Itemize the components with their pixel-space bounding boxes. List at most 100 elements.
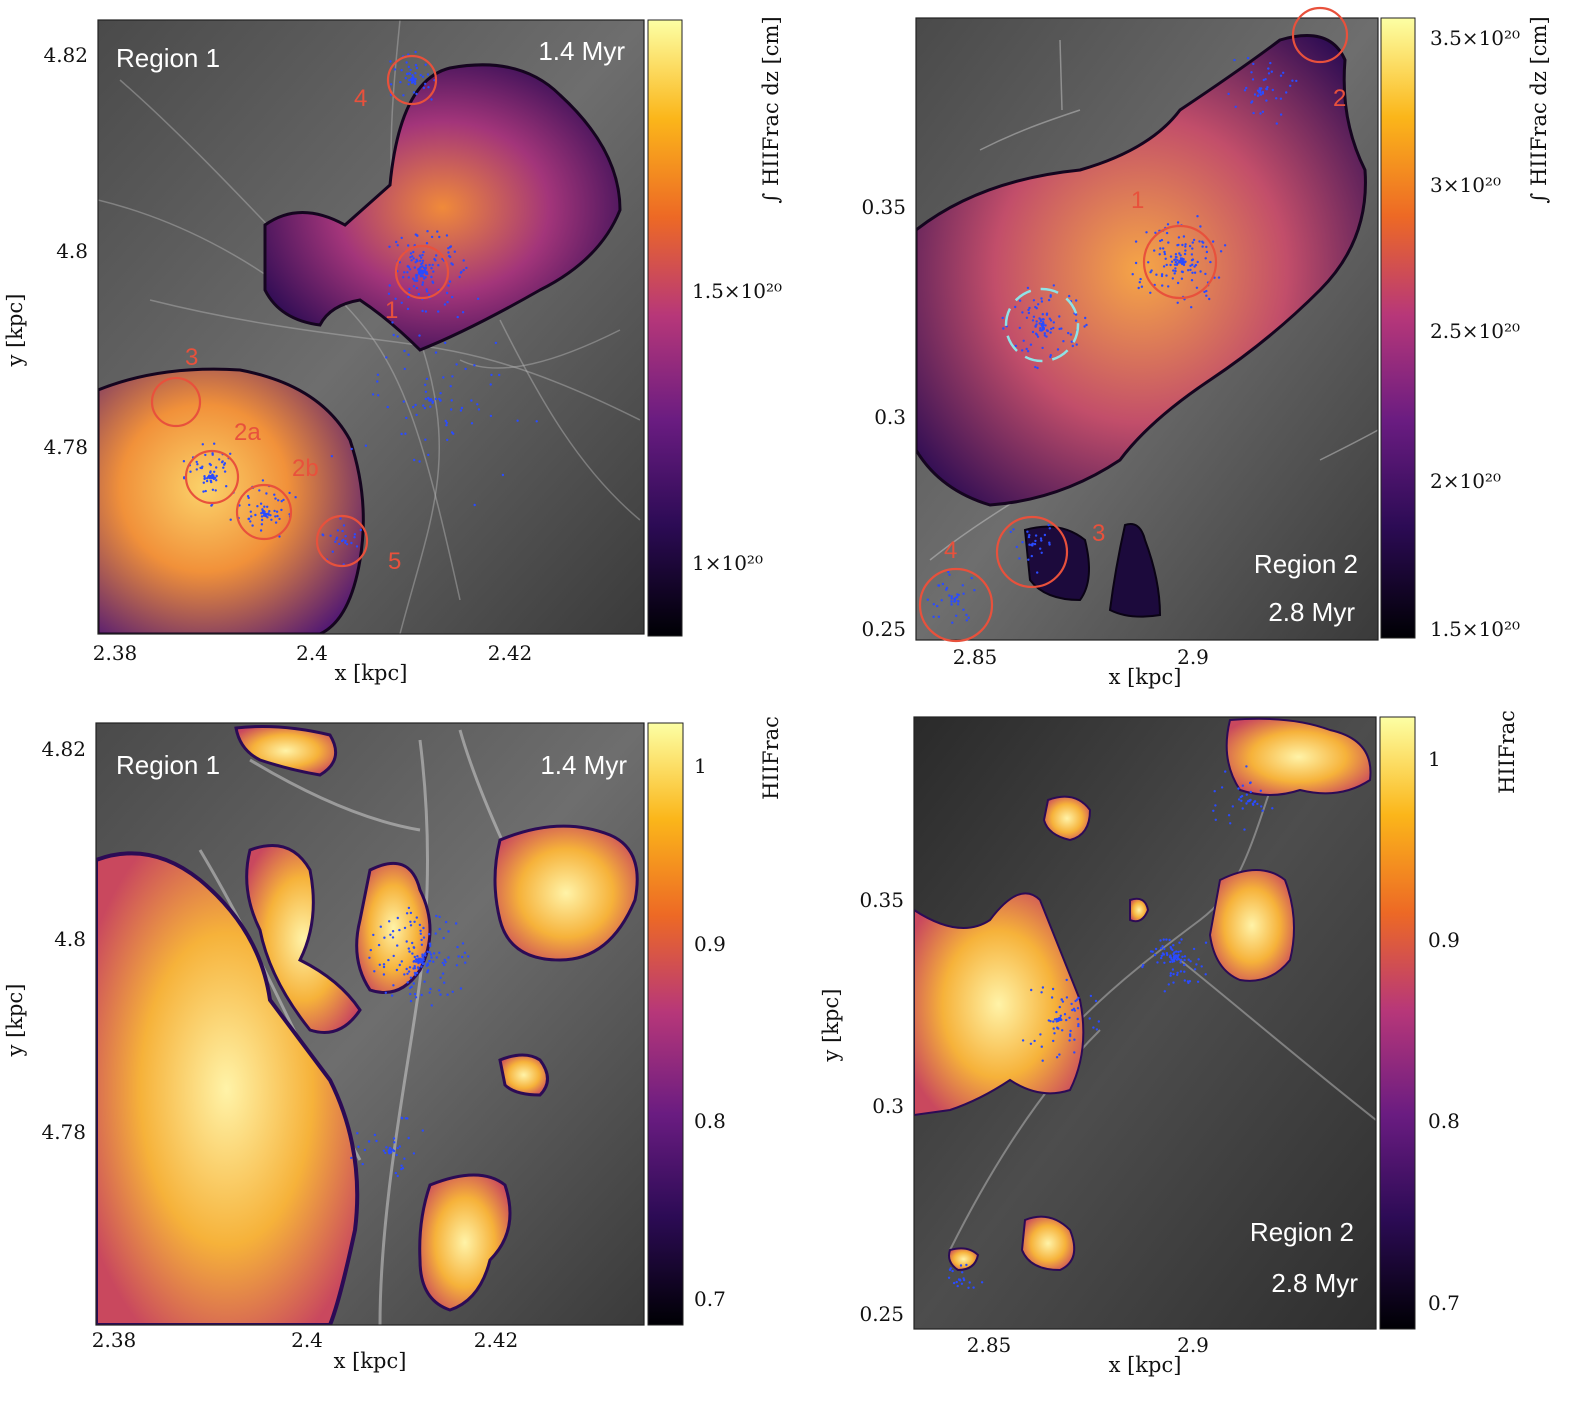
star-particle [1053,1018,1057,1021]
star-particle [1275,122,1279,125]
star-particle [1021,1039,1025,1042]
star-particle [535,420,538,423]
star-particle [409,992,412,996]
star-particle [382,963,386,966]
star-particle [415,92,418,96]
star-particle [377,943,381,947]
star-particle [1026,286,1030,290]
star-particle [1056,1026,1059,1029]
star-particle [1134,240,1138,243]
star-particle [229,452,232,455]
star-particle [967,1286,970,1290]
star-particle [451,295,454,299]
star-particle [428,951,431,954]
star-particle [1161,945,1164,948]
star-particle [1057,1019,1060,1022]
star-particle [1240,799,1243,802]
star-particle [364,444,368,447]
star-particle [1041,986,1045,989]
star-particle [412,982,415,985]
star-particle [411,941,414,945]
star-particle [387,292,391,295]
star-particle [201,443,204,446]
star-particle [456,315,459,319]
star-particle [402,94,405,97]
star-particle [1034,365,1037,369]
star-particle [461,942,465,945]
star-particle [1246,800,1250,803]
star-particle [403,926,407,930]
star-particle [413,959,416,963]
star-particle [1189,268,1192,272]
star-particle [396,944,399,947]
star-particle [451,990,454,993]
star-particle [1191,247,1194,250]
star-particle [412,91,416,94]
hii-region-2 [98,367,365,634]
star-particle [476,403,479,406]
star-particle [405,940,408,943]
star-particle [1040,539,1043,542]
x-tick: 2.42 [474,1328,519,1352]
star-particle [426,962,429,965]
star-particle [445,234,449,237]
star-particle [209,470,212,473]
star-particle [1145,231,1148,234]
star-particle [210,480,213,484]
star-particle [407,947,410,950]
star-particle [1052,1039,1055,1043]
star-particle [460,406,464,410]
star-particle [195,460,198,464]
star-particle [350,447,353,451]
star-particle [368,956,371,959]
star-particle [209,463,212,467]
star-particle [1176,971,1179,974]
region-label: Region 2 [1254,549,1358,579]
star-particle [1214,804,1217,807]
star-particle [1182,263,1186,267]
star-particle [961,584,964,587]
region-label: Region 1 [116,43,220,73]
star-particle [413,971,417,975]
star-particle [1195,963,1198,966]
star-particle [464,367,467,371]
star-particle [1279,74,1283,77]
colorbar-scale [1379,716,1416,1330]
star-particle [1070,340,1074,343]
star-particle [389,60,392,63]
star-particle [1131,273,1134,276]
star-particle [427,86,430,89]
star-particle [426,970,429,973]
star-particle [363,1148,367,1152]
star-particle [427,932,431,936]
star-particle [1161,952,1165,955]
star-particle [442,936,445,940]
hii-region-large [96,851,360,1325]
star-particle [413,965,416,968]
star-particle [334,540,337,543]
star-particle [331,550,334,553]
star-particle [410,81,414,84]
star-particle [395,240,398,244]
star-particle [418,272,421,276]
star-particle [1018,299,1022,302]
star-particle [962,608,965,611]
star-particle [1213,790,1216,793]
star-particle [1166,223,1170,226]
marker-circle-3 [995,515,1069,589]
star-particle [1051,987,1055,991]
star-particle [1174,253,1178,256]
star-particle [1243,828,1246,831]
star-particle [1256,802,1259,806]
star-particle [1170,260,1174,263]
star-particle [1175,950,1178,953]
hii-blob [245,844,362,1034]
star-particle [411,74,414,77]
star-particle [1036,366,1039,370]
star-particle [461,311,465,314]
star-particle [356,1132,359,1135]
star-particle [429,944,432,948]
star-particle [418,923,422,927]
star-particle [409,911,413,915]
star-particle [373,970,376,973]
